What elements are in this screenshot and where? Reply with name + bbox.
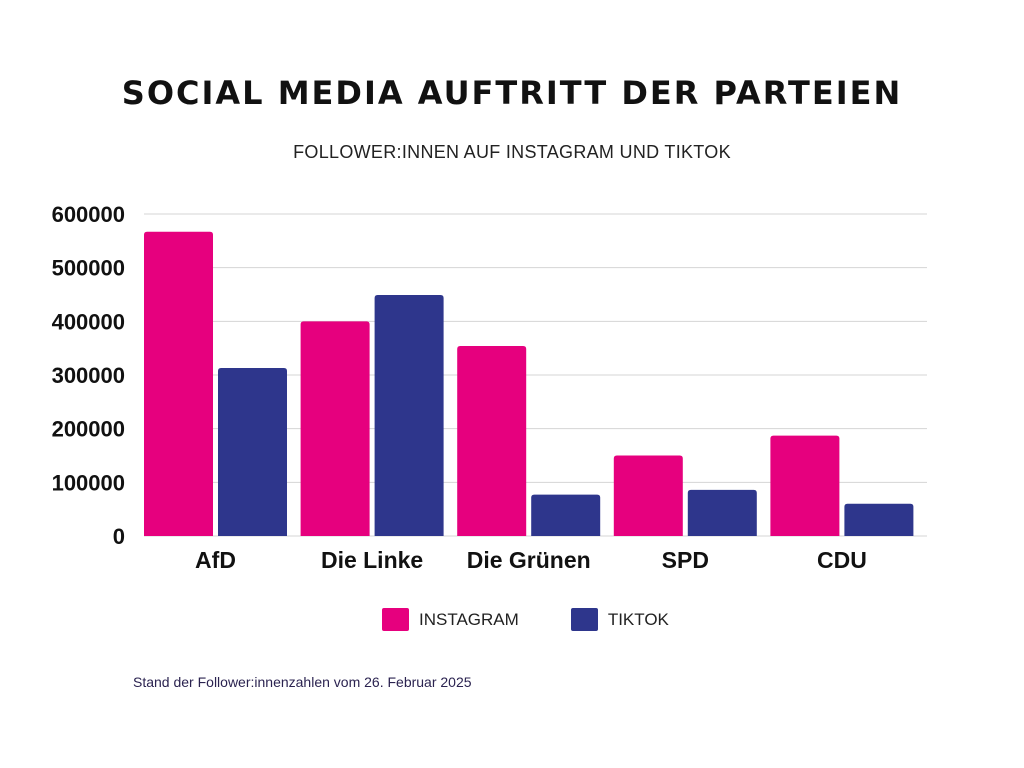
legend-item-tiktok: TIKTOK [570,608,669,631]
x-tick-label: AfD [195,547,236,573]
bar-tiktok-spd [687,489,757,536]
y-tick-label: 400000 [52,309,125,334]
legend-label-instagram: INSTAGRAM [419,609,519,629]
x-axis-ticks: AfD Die Linke Die Grünen SPD CDU [195,547,867,573]
y-tick-label: 200000 [52,417,125,442]
legend-item-instagram: INSTAGRAM [382,608,519,631]
legend: INSTAGRAM TIKTOK [382,608,721,631]
bar-tiktok-die-grünen [531,494,601,536]
chart-title: SOCIAL MEDIA AUFTRITT DER PARTEIEN [121,74,903,112]
y-axis-ticks: 0 100000 200000 300000 400000 500000 600000 [52,202,125,549]
y-tick-label: 0 [113,524,125,549]
bar-tiktok-afd [218,368,287,536]
bar-instagram-cdu [770,435,840,536]
bar-instagram-afd [144,231,213,536]
footnote: Stand der Follower:innenzahlen vom 26. F… [133,674,472,690]
y-tick-label: 300000 [52,363,125,388]
bar-tiktok-die-linke [374,295,444,536]
x-tick-label: CDU [817,547,867,573]
y-tick-label: 500000 [52,256,125,281]
x-tick-label: Die Linke [321,547,423,573]
legend-swatch-instagram [382,608,409,631]
x-tick-label: SPD [662,547,709,573]
bar-instagram-die-linke [300,321,370,536]
bar-instagram-die-grünen [457,346,527,536]
legend-label-tiktok: TIKTOK [607,609,669,629]
bar-instagram-spd [613,455,683,536]
chart-subtitle: FOLLOWER:INNEN AUF INSTAGRAM UND TIKTOK [293,142,731,162]
bars [144,231,914,536]
bar-chart: 0 100000 200000 300000 400000 500000 600000 Af… [52,202,927,573]
bar-tiktok-cdu [844,503,914,536]
y-tick-label: 100000 [52,470,125,495]
y-tick-label: 600000 [52,202,125,227]
x-tick-label: Die Grünen [467,547,591,573]
legend-swatch-tiktok [570,608,598,631]
